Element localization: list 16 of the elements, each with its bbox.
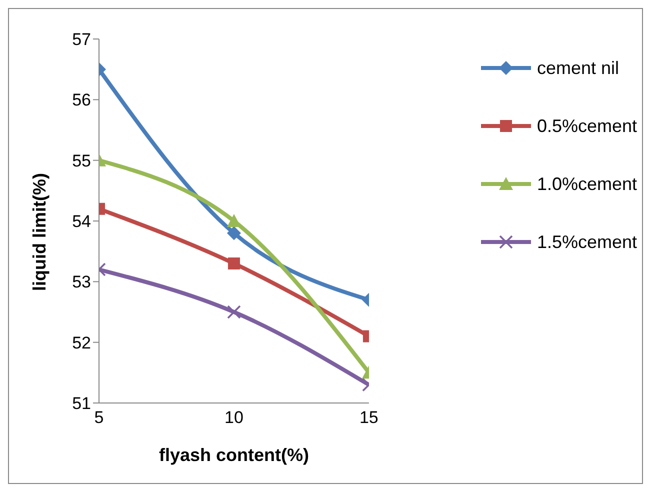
y-tick-label: 56	[72, 90, 91, 110]
legend-label: 1.0%cement	[536, 174, 637, 194]
x-tick-label: 15	[359, 408, 378, 428]
legend-label: 0.5%cement	[536, 116, 637, 136]
x-tick-label: 5	[94, 408, 104, 428]
legend-label: cement nil	[536, 58, 619, 78]
x-axis-title: flyash content(%)	[158, 445, 309, 465]
y-tick-label: 57	[72, 30, 91, 50]
y-tick-label: 53	[72, 272, 91, 292]
x-tick-label: 10	[224, 408, 244, 428]
y-axis-title: liquid limit(%)	[29, 173, 50, 291]
y-tick-label: 54	[72, 212, 91, 232]
y-tick-label: 52	[72, 333, 91, 352]
legend-label: 1.5%cement	[536, 232, 637, 252]
y-tick-label: 55	[72, 151, 91, 170]
y-tick-label: 51	[72, 394, 91, 414]
